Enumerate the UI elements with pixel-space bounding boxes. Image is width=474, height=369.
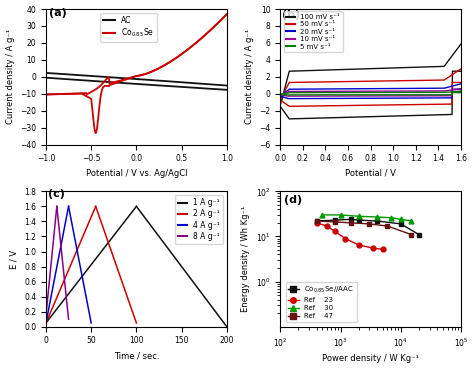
- Text: (b): (b): [283, 10, 301, 20]
- Text: (a): (a): [49, 8, 66, 18]
- Y-axis label: E / V: E / V: [9, 249, 18, 269]
- Legend: 1 A g⁻¹, 2 A g⁻¹, 4 A g⁻¹, 8 A g⁻¹: 1 A g⁻¹, 2 A g⁻¹, 4 A g⁻¹, 8 A g⁻¹: [175, 195, 223, 244]
- Legend: AC, Co$_{0.85}$Se: AC, Co$_{0.85}$Se: [100, 13, 157, 42]
- Y-axis label: Current density / A g⁻¹: Current density / A g⁻¹: [245, 29, 254, 124]
- X-axis label: Power density / W Kg⁻¹: Power density / W Kg⁻¹: [322, 355, 419, 363]
- Y-axis label: Energy density / Wh Kg⁻¹: Energy density / Wh Kg⁻¹: [241, 206, 250, 312]
- Y-axis label: Current density / A g⁻¹: Current density / A g⁻¹: [6, 29, 15, 124]
- Legend: Co$_{0.85}$Se//AAC, Ref    23, Ref    30, Ref    47: Co$_{0.85}$Se//AAC, Ref 23, Ref 30, Ref …: [285, 282, 357, 322]
- Text: (c): (c): [48, 189, 64, 199]
- X-axis label: Potential / V vs. Ag/AgCl: Potential / V vs. Ag/AgCl: [86, 169, 187, 178]
- X-axis label: Time / sec.: Time / sec.: [114, 351, 159, 360]
- Text: (d): (d): [284, 195, 302, 205]
- X-axis label: Potential / V: Potential / V: [345, 169, 396, 178]
- Legend: 100 mV s⁻¹, 50 mV s⁻¹, 20 mV s⁻¹, 10 mV s⁻¹, 5 mV s⁻¹: 100 mV s⁻¹, 50 mV s⁻¹, 20 mV s⁻¹, 10 mV …: [284, 11, 343, 52]
